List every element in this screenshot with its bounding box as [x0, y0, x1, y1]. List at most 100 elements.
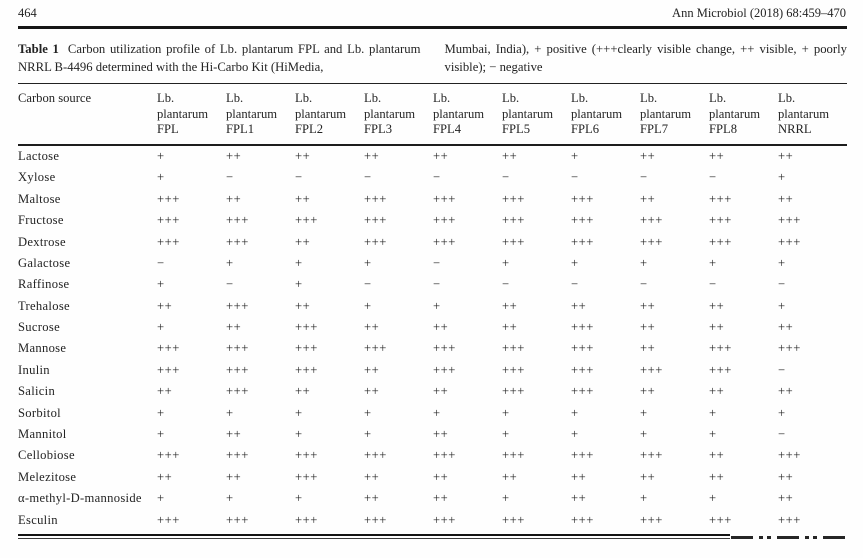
utilization-value: + [226, 491, 234, 506]
utilization-value: +++ [571, 384, 594, 399]
row-label: Melezitose [18, 469, 77, 484]
utilization-value: ++ [778, 384, 794, 399]
utilization-value: − [364, 170, 372, 185]
utilization-value: − [778, 362, 786, 377]
utilization-value: +++ [433, 362, 456, 377]
utilization-value: + [364, 427, 372, 442]
utilization-value: + [226, 405, 234, 420]
column-header-line: FPL4 [433, 122, 461, 137]
utilization-value: +++ [571, 341, 594, 356]
utilization-value: +++ [364, 191, 387, 206]
utilization-value: +++ [571, 320, 594, 335]
utilization-value: +++ [364, 448, 387, 463]
utilization-value: + [778, 405, 786, 420]
column-header-line: FPL1 [226, 122, 254, 137]
column-header-line: FPL [157, 122, 179, 137]
utilization-value: ++ [157, 298, 173, 313]
utilization-value: ++ [502, 469, 518, 484]
utilization-value: +++ [295, 362, 318, 377]
utilization-value: ++ [364, 469, 380, 484]
column-header-line: plantarum [571, 106, 623, 121]
utilization-value: + [640, 255, 648, 270]
utilization-value: ++ [640, 320, 656, 335]
utilization-value: ++ [571, 469, 587, 484]
utilization-value: +++ [226, 512, 249, 527]
carbon-utilization-table: Carbon source Lb. plantarum FPL Lb. plantarum… [18, 84, 847, 531]
column-header-fpl6: Lb. plantarum FPL6 [571, 84, 640, 146]
utilization-value: ++ [295, 191, 311, 206]
utilization-value: + [157, 277, 165, 292]
row-label: Dextrose [18, 234, 66, 249]
utilization-value: +++ [157, 213, 180, 228]
utilization-value: ++ [640, 298, 656, 313]
caption-right-column: Mumbai, India), + positive (+++clearly v… [445, 41, 848, 76]
utilization-value: +++ [640, 213, 663, 228]
utilization-value: +++ [502, 234, 525, 249]
utilization-value: + [295, 405, 303, 420]
utilization-value: + [157, 170, 165, 185]
row-label: Cellobiose [18, 448, 75, 463]
column-header-line: FPL8 [709, 122, 737, 137]
table-row: α-methyl-D-mannoside + + + ++ ++ + ++ + + ++ [18, 488, 847, 509]
utilization-value: +++ [709, 362, 732, 377]
utilization-value: + [502, 255, 510, 270]
utilization-value: +++ [571, 512, 594, 527]
utilization-value: − [778, 277, 786, 292]
column-header-line: plantarum [709, 106, 761, 121]
utilization-value: +++ [226, 448, 249, 463]
utilization-value: − [157, 255, 165, 270]
column-header-fpl1: Lb. plantarum FPL1 [226, 84, 295, 146]
utilization-value: + [778, 255, 786, 270]
row-label: Fructose [18, 213, 64, 228]
utilization-value: ++ [778, 491, 794, 506]
utilization-value: +++ [226, 341, 249, 356]
column-header-line: Lb. [295, 91, 313, 105]
running-head: 464 Ann Microbiol (2018) 68:459–470 [0, 0, 863, 21]
table-row: Galactose − + + + − + + + + + [18, 253, 847, 274]
utilization-value: ++ [640, 469, 656, 484]
bottom-rule-solid [18, 533, 730, 539]
utilization-value: ++ [640, 384, 656, 399]
table-row: Lactose + ++ ++ ++ ++ ++ + ++ ++ ++ [18, 145, 847, 167]
utilization-value: + [778, 298, 786, 313]
utilization-value: + [709, 405, 717, 420]
header-row: Carbon source Lb. plantarum FPL Lb. plantarum… [18, 84, 847, 146]
column-header-line: plantarum [364, 106, 416, 121]
column-header-line: Lb. [571, 91, 589, 105]
column-header-line: NRRL [778, 122, 812, 137]
table-row: Esculin +++ +++ +++ +++ +++ +++ +++ +++ +++ +++ [18, 509, 847, 530]
utilization-value: +++ [364, 341, 387, 356]
utilization-value: − [226, 170, 234, 185]
row-label: Sorbitol [18, 405, 61, 420]
utilization-value: + [571, 255, 579, 270]
utilization-value: + [709, 255, 717, 270]
utilization-value: +++ [295, 213, 318, 228]
utilization-value: +++ [433, 341, 456, 356]
table-body: Lactose + ++ ++ ++ ++ ++ + ++ ++ ++ Xylose + − − − − − − − −… [18, 145, 847, 531]
utilization-value: +++ [571, 448, 594, 463]
utilization-value: + [157, 427, 165, 442]
utilization-value: +++ [778, 341, 801, 356]
utilization-value: + [295, 491, 303, 506]
table-row: Inulin +++ +++ +++ ++ +++ +++ +++ +++ +++ − [18, 360, 847, 381]
utilization-value: +++ [640, 362, 663, 377]
utilization-value: +++ [433, 448, 456, 463]
bottom-rule [18, 533, 851, 540]
table-caption: Table 1 Carbon utilization profile of Lb.… [18, 41, 847, 76]
table-row: Sorbitol + + + + + + + + + + [18, 402, 847, 423]
utilization-value: +++ [502, 384, 525, 399]
column-header-line: plantarum [295, 106, 347, 121]
utilization-value: ++ [433, 384, 449, 399]
table-row: Melezitose ++ ++ +++ ++ ++ ++ ++ ++ ++ ++ [18, 467, 847, 488]
row-label: Lactose [18, 148, 60, 163]
utilization-value: +++ [502, 362, 525, 377]
utilization-value: ++ [709, 298, 725, 313]
utilization-value: ++ [364, 491, 380, 506]
utilization-value: + [364, 405, 372, 420]
utilization-value: ++ [364, 320, 380, 335]
utilization-value: − [709, 170, 717, 185]
row-label: Inulin [18, 362, 50, 377]
utilization-value: ++ [640, 191, 656, 206]
utilization-value: + [640, 405, 648, 420]
row-label: Mannose [18, 341, 67, 356]
